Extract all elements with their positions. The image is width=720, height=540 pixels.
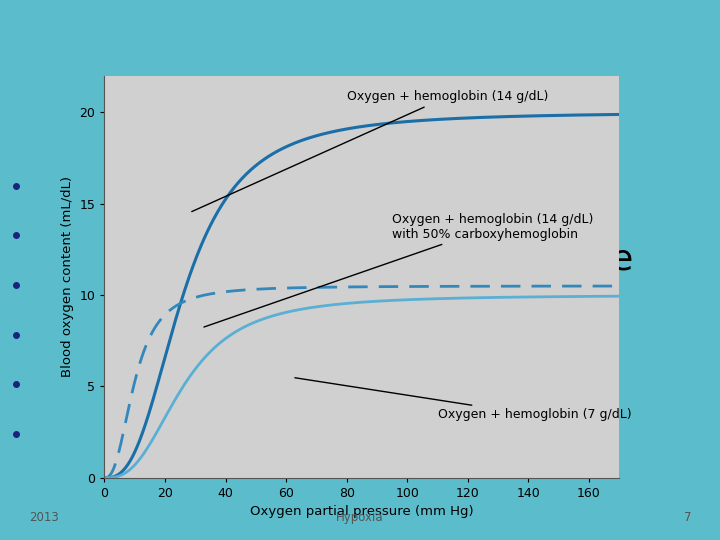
Text: Oxygen + hemoglobin (7 g/dL): Oxygen + hemoglobin (7 g/dL) xyxy=(295,378,631,421)
Text: 2013: 2013 xyxy=(29,511,58,524)
Text: Hypoxia: Hypoxia xyxy=(336,511,384,524)
Text: Oxygen + hemoglobin (14 g/dL): Oxygen + hemoglobin (14 g/dL) xyxy=(192,90,548,212)
Text: re: re xyxy=(598,242,634,276)
Text: Oxygen + hemoglobin (14 g/dL)
with 50% carboxyhemoglobin: Oxygen + hemoglobin (14 g/dL) with 50% c… xyxy=(204,213,593,327)
Text: 7: 7 xyxy=(684,511,691,524)
Y-axis label: Blood oxygen content (mL/dL): Blood oxygen content (mL/dL) xyxy=(61,176,74,377)
X-axis label: Oxygen partial pressure (mm Hg): Oxygen partial pressure (mm Hg) xyxy=(250,505,474,518)
